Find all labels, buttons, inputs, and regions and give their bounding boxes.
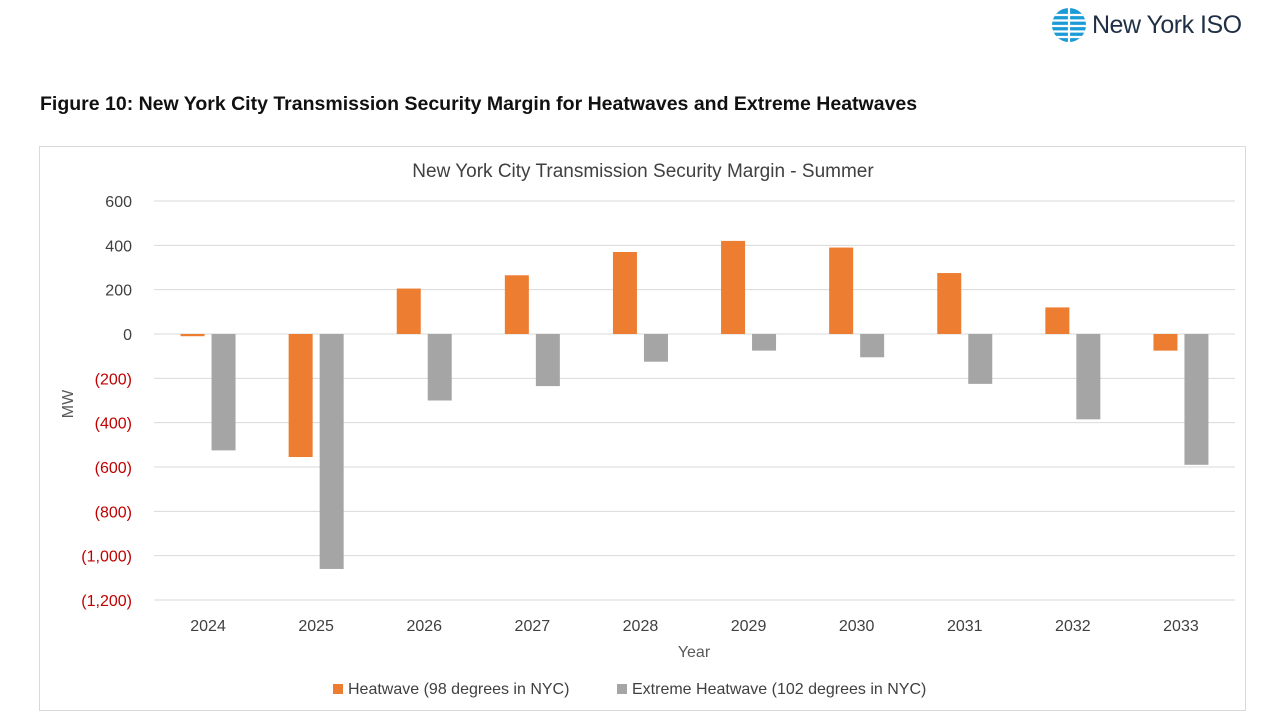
logo-text: New York ISO — [1092, 10, 1242, 39]
x-tick-label: 2029 — [731, 618, 767, 635]
bar-extreme-heatwave-2024 — [211, 334, 236, 451]
y-axis-title: MW — [60, 389, 77, 418]
bar-heatwave-2032 — [1045, 307, 1070, 334]
bar-extreme-heatwave-2030 — [860, 334, 885, 358]
y-tick-label: 200 — [105, 283, 132, 300]
x-tick-label: 2026 — [406, 618, 442, 635]
x-axis-ticks: 2024 2025 2026 2027 2028 2029 2030 2031 2032 2033 — [190, 618, 1199, 635]
x-tick-label: 2031 — [947, 618, 983, 635]
y-axis-ticks: 600 400 200 0 (200) (400) (600) (800) (1,000) (1,… — [81, 194, 132, 610]
bar-heatwave-2026 — [396, 288, 421, 334]
x-tick-label: 2032 — [1055, 618, 1091, 635]
nyiso-globe-icon — [1052, 8, 1086, 42]
bar-heatwave-2028 — [612, 251, 637, 334]
y-tick-label: 0 — [123, 327, 132, 344]
bar-extreme-heatwave-2032 — [1076, 334, 1101, 420]
legend-swatch — [333, 684, 343, 694]
x-tick-label: 2027 — [515, 618, 551, 635]
x-tick-label: 2024 — [190, 618, 226, 635]
y-tick-label: 400 — [105, 238, 132, 255]
y-tick-label: (800) — [95, 504, 132, 521]
chart-frame: New York City Transmission Security Marg… — [39, 146, 1246, 711]
bar-heatwave-2029 — [721, 240, 746, 334]
y-tick-label: 600 — [105, 194, 132, 211]
bar-heatwave-2031 — [937, 273, 962, 334]
x-tick-label: 2028 — [623, 618, 659, 635]
bar-extreme-heatwave-2025 — [319, 334, 344, 569]
y-tick-label: (1,000) — [81, 549, 132, 566]
bar-heatwave-2025 — [288, 334, 313, 458]
legend-label: Extreme Heatwave (102 degrees in NYC) — [632, 681, 926, 698]
y-tick-label: (1,200) — [81, 593, 132, 610]
bar-extreme-heatwave-2028 — [643, 334, 668, 362]
legend: Heatwave (98 degrees in NYC) Extreme Heat… — [333, 681, 926, 698]
bar-heatwave-2030 — [829, 247, 854, 334]
y-tick-label: (400) — [95, 416, 132, 433]
legend-label: Heatwave (98 degrees in NYC) — [348, 681, 569, 698]
bar-extreme-heatwave-2033 — [1184, 334, 1209, 465]
legend-swatch — [617, 684, 627, 694]
bar-chart: New York City Transmission Security Marg… — [60, 161, 1235, 698]
bar-heatwave-2033 — [1153, 334, 1178, 351]
bar-extreme-heatwave-2031 — [968, 334, 993, 384]
bar-extreme-heatwave-2029 — [752, 334, 777, 351]
x-axis-title: Year — [678, 644, 711, 661]
bars — [180, 240, 1209, 569]
gridlines — [154, 200, 1235, 601]
bar-extreme-heatwave-2027 — [535, 334, 560, 387]
x-tick-label: 2030 — [839, 618, 875, 635]
chart-title: New York City Transmission Security Marg… — [412, 161, 874, 182]
y-tick-label: (200) — [95, 371, 132, 388]
bar-heatwave-2027 — [504, 275, 529, 334]
x-tick-label: 2025 — [298, 618, 334, 635]
x-tick-label: 2033 — [1163, 618, 1199, 635]
figure-title: Figure 10: New York City Transmission Se… — [40, 93, 918, 115]
bar-extreme-heatwave-2026 — [427, 334, 452, 401]
y-tick-label: (600) — [95, 460, 132, 477]
bar-heatwave-2024 — [180, 334, 205, 337]
logo: New York ISO — [1050, 6, 1242, 44]
